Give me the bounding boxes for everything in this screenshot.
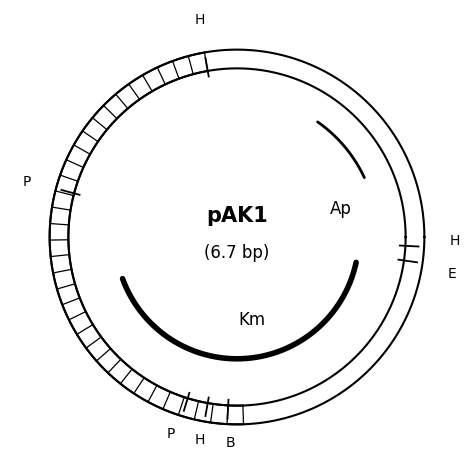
Text: Km: Km (238, 311, 265, 329)
Text: H: H (195, 433, 205, 447)
Text: E: E (448, 267, 457, 281)
Text: H: H (195, 13, 205, 27)
Text: P: P (23, 175, 31, 189)
Text: Ap: Ap (330, 200, 352, 218)
Text: pAK1: pAK1 (206, 206, 268, 226)
Text: (6.7 bp): (6.7 bp) (204, 245, 270, 263)
Text: P: P (166, 427, 175, 441)
Text: H: H (450, 234, 460, 248)
Text: B: B (226, 436, 236, 450)
